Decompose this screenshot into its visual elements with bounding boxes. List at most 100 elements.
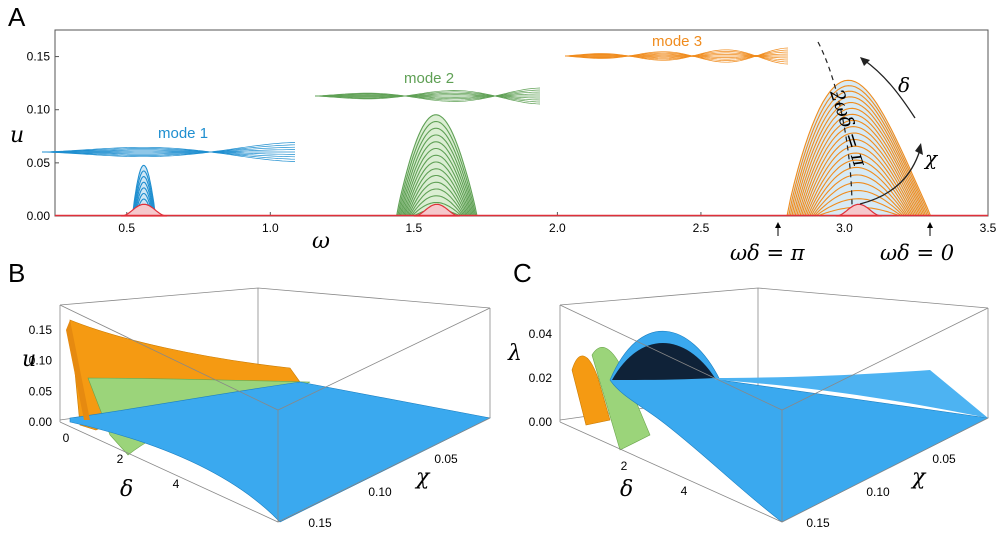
panel-c-surface: 0.00 0.02 0.04 2 4 0.05 0.10 0.15 λ δ χ <box>507 287 989 530</box>
mode-3-curve <box>804 145 914 217</box>
marker-pi-head <box>775 222 781 228</box>
b-delta-axis-label: δ <box>120 477 133 502</box>
b-z-tick-label: 0.00 <box>29 415 53 429</box>
c-z-tick-label: 0.02 <box>529 371 553 385</box>
mode-3-curve <box>799 126 919 217</box>
chi-arrow-label: χ <box>923 146 939 170</box>
x-tick-label: 1.0 <box>262 221 279 235</box>
mode-2-curve <box>402 147 472 217</box>
y-tick-label: 0.05 <box>27 156 51 170</box>
chi-arrow <box>859 149 921 205</box>
mode-1-curve <box>131 164 157 217</box>
b-delta-tick-label: 4 <box>173 477 180 491</box>
panel-a-chart: 0.5 1.0 1.5 2.0 2.5 3.0 3.50.000.050.100.15 u … <box>10 29 997 265</box>
c-z-tick-label: 0.00 <box>529 415 553 429</box>
marker-zero-head <box>927 222 933 228</box>
mode-1-label: mode 1 <box>158 125 208 142</box>
mode-1-shape <box>41 142 296 162</box>
c-chi-tick-label: 0.05 <box>932 452 956 466</box>
mode-1-curve <box>132 170 156 217</box>
c-chi-tick-label: 0.15 <box>806 516 830 530</box>
mode-3-curve <box>797 119 920 217</box>
mode-3-curve <box>810 174 907 217</box>
mode-2-base-curve <box>413 203 460 217</box>
y-axis-label: u <box>10 123 24 148</box>
y-tick-label: 0.15 <box>27 50 51 64</box>
mode-3-base-curve <box>835 203 882 217</box>
mode-3-curve <box>812 182 906 217</box>
x-tick-label: 1.5 <box>406 221 423 235</box>
mode-1-curve <box>134 192 154 217</box>
mode-2-curve <box>409 188 465 217</box>
mode-3-shape <box>564 47 789 65</box>
surface-orange <box>571 355 611 426</box>
b-z-axis-label: u <box>22 347 36 372</box>
omega-delta-zero-label: ωδ = 0 <box>880 241 954 265</box>
c-delta-tick-label: 4 <box>681 484 688 498</box>
b-chi-axis-label: χ <box>414 465 431 490</box>
box-front-edges <box>59 304 491 523</box>
mode-3-curve <box>802 138 915 217</box>
mode-2-curve <box>411 201 462 217</box>
x-axis-label: ω <box>312 229 330 254</box>
b-chi-tick-label: 0.15 <box>308 516 332 530</box>
panel-label-c: C <box>513 258 532 288</box>
b-delta-tick-label: 2 <box>117 452 124 466</box>
mode-3-curve <box>801 132 917 217</box>
mode-3-curve <box>815 198 902 217</box>
mode-2-label: mode 2 <box>404 70 454 87</box>
mode-2-curve <box>403 154 471 217</box>
c-delta-axis-label: δ <box>620 477 633 502</box>
omega-delta-pi-label: ωδ = π <box>730 241 806 265</box>
b-z-tick-label: 0.15 <box>29 323 53 337</box>
x-tick-label: 0.5 <box>118 221 135 235</box>
mode-2-curve <box>404 161 470 217</box>
mode-1-base-curve <box>120 203 168 217</box>
mode-3-curve <box>814 190 904 217</box>
x-tick-label: 3.5 <box>980 221 997 235</box>
mode-3-curve <box>805 152 912 217</box>
panel-label-a: A <box>8 2 26 32</box>
c-chi-axis-label: χ <box>910 465 927 490</box>
mode-1-curve <box>134 187 154 217</box>
b-z-tick-label: 0.10 <box>29 354 53 368</box>
mode-2-curve <box>399 134 474 217</box>
delta-arrowhead <box>860 57 870 66</box>
c-z-tick-label: 0.04 <box>529 327 553 341</box>
mode-2-curve <box>397 120 477 217</box>
panel-b-surface: 0.00 0.05 0.10 0.15 0 2 4 0.05 0.10 0.15 u δ χ <box>22 287 491 530</box>
mode-3-curve <box>809 166 909 217</box>
mode-3-curve <box>794 107 924 217</box>
mode-3-curve <box>788 85 930 217</box>
b-chi-tick-label: 0.10 <box>368 485 392 499</box>
mode-3-curve <box>789 90 928 217</box>
panel-label-b: B <box>8 258 26 288</box>
mode-2-curve <box>410 195 463 217</box>
x-tick-label: 3.0 <box>836 221 853 235</box>
mode-2-curve <box>398 127 476 217</box>
c-delta-tick-label: 2 <box>621 459 628 473</box>
mode-2-curve <box>408 181 466 217</box>
b-z-tick-label: 0.05 <box>29 384 53 398</box>
mode-3-curve <box>792 101 925 217</box>
box-front-edges <box>559 304 989 523</box>
mode-2-curve <box>396 114 478 217</box>
x-tick-label: 2.0 <box>549 221 566 235</box>
mode-1-curve <box>133 181 155 217</box>
surface-green <box>591 347 651 451</box>
mode-3-curve <box>796 113 922 217</box>
delta-arrow-label: δ <box>898 73 910 97</box>
mode-2-shape <box>314 87 541 105</box>
c-z-axis-label: λ <box>507 341 522 366</box>
b-chi-tick-label: 0.05 <box>434 452 458 466</box>
c-chi-tick-label: 0.10 <box>866 485 890 499</box>
delta-arrow <box>863 59 916 119</box>
b-delta-tick-label: 0 <box>63 431 70 445</box>
surface-dark-cap <box>612 343 715 380</box>
mode-3-label: mode 3 <box>652 33 702 50</box>
mode-3-curve <box>786 79 932 217</box>
chi-arrowhead <box>915 143 923 155</box>
y-tick-label: 0.10 <box>27 103 51 117</box>
surface-blue <box>69 381 491 523</box>
y-tick-label: 0.00 <box>27 209 51 223</box>
